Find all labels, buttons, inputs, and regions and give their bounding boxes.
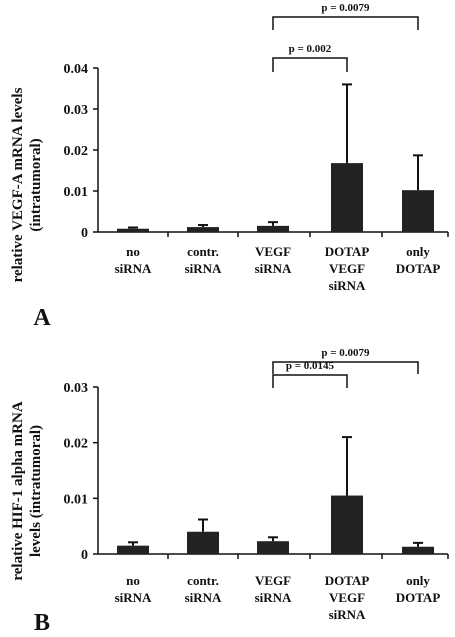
- panel-a-category-label: DOTAP: [396, 261, 441, 276]
- panel-a-category-label: DOTAP: [325, 244, 370, 259]
- panel-a-bar: [331, 163, 363, 232]
- panel-a-category-label: siRNA: [185, 261, 222, 276]
- panel-b-category-label: siRNA: [255, 590, 292, 605]
- panel-b-category-label: DOTAP: [396, 590, 441, 605]
- panel-b-category-label: only: [406, 573, 430, 588]
- panel-a-bar: [117, 228, 149, 232]
- panel-b-significance-label: p = 0.0145: [286, 360, 335, 372]
- panel-a-y-tick-label: 0: [81, 226, 88, 241]
- panel-a-significance-bracket: [272, 16, 419, 30]
- panel-b-category-label: VEGF: [329, 590, 365, 605]
- panel-a-significance-label: p = 0.002: [289, 43, 332, 55]
- panel-a-category-label: siRNA: [255, 261, 292, 276]
- panel-a-category-label: contr.: [187, 244, 219, 259]
- panel-a-category-label: only: [406, 244, 430, 259]
- panel-b-significance-label: p = 0.0079: [321, 347, 370, 359]
- panel-b-y-tick-label: 0.01: [64, 492, 89, 507]
- panel-b-significance-bracket: [272, 374, 348, 388]
- panel-a-y-tick-label: 0.04: [64, 62, 89, 77]
- panel-b-bar: [402, 546, 434, 554]
- panel-b-category-label: no: [126, 573, 140, 588]
- panel-a-category-label: siRNA: [115, 261, 152, 276]
- panel-b-y-tick-label: 0.03: [64, 381, 89, 396]
- panel-b-bar: [257, 541, 289, 554]
- panel-b-bar: [187, 531, 219, 554]
- panel-b-y-tick-label: 0.02: [64, 437, 89, 452]
- panel-b-y-tick-label: 0: [81, 548, 88, 563]
- panel-b-category-label: siRNA: [329, 607, 366, 622]
- panel-b-bar: [331, 495, 363, 554]
- panel-a-bar: [257, 225, 289, 232]
- panel-a-significance-label: p = 0.0079: [321, 2, 370, 14]
- panel-b-category-label: DOTAP: [325, 573, 370, 588]
- panel-b-y-axis-title: relative HIF-1 alpha mRNA: [10, 401, 26, 580]
- panel-b-category-label: contr.: [187, 573, 219, 588]
- panel-a-significance-bracket: [272, 57, 348, 72]
- panel-a-bar: [402, 190, 434, 232]
- panel-b-category-label: siRNA: [115, 590, 152, 605]
- panel-b-bar: [117, 545, 149, 554]
- panel-b-label: B: [34, 610, 50, 636]
- panel-a-y-tick-label: 0.02: [64, 144, 89, 159]
- panel-b-y-axis-title: levels (intratumoral): [28, 425, 44, 557]
- panel-b-category-label: VEGF: [255, 573, 291, 588]
- panel-a-category-label: no: [126, 244, 140, 259]
- panel-b-significance-bracket: [272, 361, 419, 374]
- panel-a-label: A: [33, 305, 51, 331]
- panel-a-y-tick-label: 0.01: [64, 185, 89, 200]
- panel-a-category-label: siRNA: [329, 278, 366, 293]
- panel-a-category-label: VEGF: [255, 244, 291, 259]
- panel-a-bar: [187, 227, 219, 232]
- panel-b-category-label: siRNA: [185, 590, 222, 605]
- panel-a-y-axis-title: (intratumoral): [28, 138, 44, 231]
- panel-a-category-label: VEGF: [329, 261, 365, 276]
- panel-a-y-tick-label: 0.03: [64, 103, 89, 118]
- panel-a-y-axis-title: relative VEGF-A mRNA levels: [10, 87, 26, 282]
